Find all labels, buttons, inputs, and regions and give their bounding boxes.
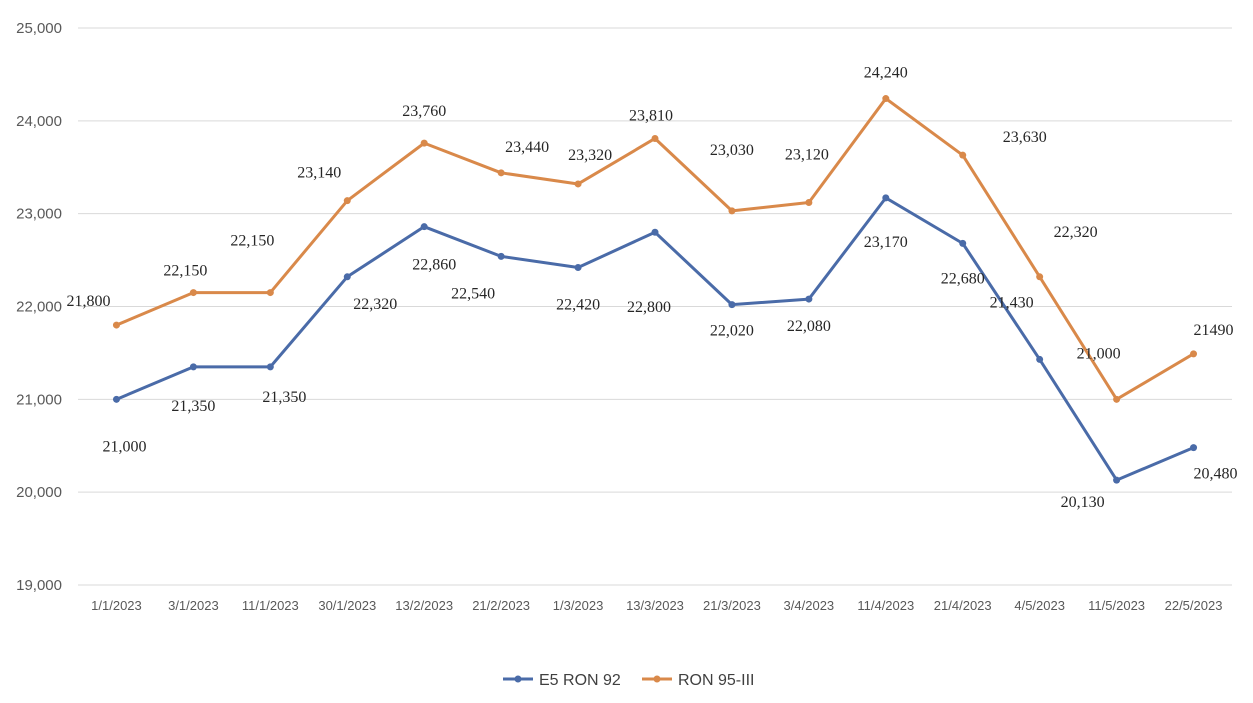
data-point (1113, 476, 1121, 484)
data-label: 23,810 (629, 107, 673, 124)
legend-item: RON 95-III (642, 672, 754, 689)
y-tick-label: 22,000 (16, 299, 62, 316)
data-label: 23,030 (710, 142, 754, 159)
legend-marker (653, 675, 661, 683)
data-label: 22,540 (451, 285, 495, 302)
data-point (266, 289, 274, 297)
data-label: 21,000 (1077, 345, 1121, 362)
x-tick-label: 21/3/2023 (703, 598, 761, 613)
data-point (1113, 395, 1121, 403)
x-tick-label: 13/2/2023 (395, 598, 453, 613)
data-point (805, 199, 813, 207)
data-point (343, 273, 351, 281)
y-axis: 19,000 20,000 21,000 22,000 23,000 24,000 25,0… (16, 20, 62, 594)
data-label: 23,760 (402, 103, 446, 120)
data-labels: 21,000 21,350 21,350 22,320 22,860 22,540 22,4… (66, 65, 1237, 512)
data-point (112, 395, 120, 403)
legend-label: RON 95-III (678, 672, 754, 689)
data-label: 22,080 (787, 318, 831, 335)
data-label: 23,440 (505, 139, 549, 156)
x-tick-label: 11/5/2023 (1088, 598, 1145, 613)
x-tick-label: 30/1/2023 (318, 598, 376, 613)
x-tick-label: 11/4/2023 (857, 598, 914, 613)
data-point (882, 95, 890, 103)
x-tick-label: 3/4/2023 (784, 598, 835, 613)
data-point (189, 289, 197, 297)
data-point (112, 321, 120, 329)
data-label: 22,320 (1054, 224, 1098, 241)
x-tick-label: 4/5/2023 (1014, 598, 1065, 613)
y-tick-label: 21,000 (16, 391, 62, 408)
data-point (728, 301, 736, 309)
data-label: 23,320 (568, 147, 612, 164)
data-label: 22,150 (163, 263, 207, 280)
data-label: 22,150 (230, 233, 274, 250)
gridlines (78, 27, 1232, 586)
x-tick-label: 21/4/2023 (934, 598, 992, 613)
data-label: 22,680 (941, 270, 985, 287)
legend-item: E5 RON 92 (503, 672, 621, 689)
data-point (1190, 350, 1198, 358)
data-label: 23,140 (297, 165, 341, 182)
data-label: 24,240 (864, 65, 908, 82)
series-lines (112, 95, 1198, 484)
data-point (1036, 273, 1044, 281)
x-tick-label: 1/3/2023 (553, 598, 604, 613)
data-point (882, 194, 890, 202)
y-tick-label: 24,000 (16, 113, 62, 130)
data-point (651, 228, 659, 236)
data-label: 21,000 (102, 438, 146, 455)
data-point (497, 169, 505, 177)
data-point (574, 264, 582, 272)
legend-marker (514, 675, 522, 683)
data-label: 22,020 (710, 323, 754, 340)
data-point (728, 207, 736, 215)
x-tick-label: 1/1/2023 (91, 598, 142, 613)
legend: E5 RON 92 RON 95-III (503, 672, 754, 689)
data-label: 23,630 (1003, 129, 1047, 146)
data-label: 22,420 (556, 297, 600, 314)
data-label: 21,430 (990, 294, 1034, 311)
data-label: 20,480 (1194, 466, 1238, 483)
x-tick-label: 11/1/2023 (242, 598, 299, 613)
x-axis: 1/1/2023 3/1/2023 11/1/2023 30/1/2023 13/2/2… (91, 598, 1222, 613)
y-tick-label: 20,000 (16, 484, 62, 501)
data-label: 20,130 (1061, 494, 1105, 511)
data-label: 21490 (1194, 322, 1234, 339)
data-point (959, 239, 967, 247)
y-tick-label: 25,000 (16, 20, 62, 37)
data-point (1036, 355, 1044, 363)
data-point (420, 139, 428, 147)
data-point (805, 295, 813, 303)
data-point (959, 151, 967, 159)
data-label: 21,350 (171, 398, 215, 415)
data-label: 21,350 (262, 389, 306, 406)
data-point (651, 134, 659, 142)
series-ron-95-iii (112, 95, 1198, 403)
y-tick-label: 23,000 (16, 206, 62, 223)
legend-label: E5 RON 92 (539, 672, 621, 689)
x-tick-label: 13/3/2023 (626, 598, 684, 613)
data-label: 21,800 (66, 293, 110, 310)
data-label: 22,800 (627, 299, 671, 316)
data-label: 23,120 (785, 147, 829, 164)
series-line (115, 196, 1195, 482)
data-point (1190, 444, 1198, 452)
data-label: 22,320 (353, 296, 397, 313)
x-tick-label: 3/1/2023 (168, 598, 219, 613)
x-tick-label: 22/5/2023 (1165, 598, 1223, 613)
data-point (574, 180, 582, 188)
y-tick-label: 19,000 (16, 577, 62, 594)
data-point (343, 197, 351, 205)
x-tick-label: 21/2/2023 (472, 598, 530, 613)
data-label: 23,170 (864, 234, 908, 251)
data-point (420, 223, 428, 231)
data-label: 22,860 (412, 257, 456, 274)
data-point (266, 363, 274, 371)
series-e5-ron-92 (112, 194, 1198, 484)
data-point (189, 363, 197, 371)
data-point (497, 252, 505, 260)
